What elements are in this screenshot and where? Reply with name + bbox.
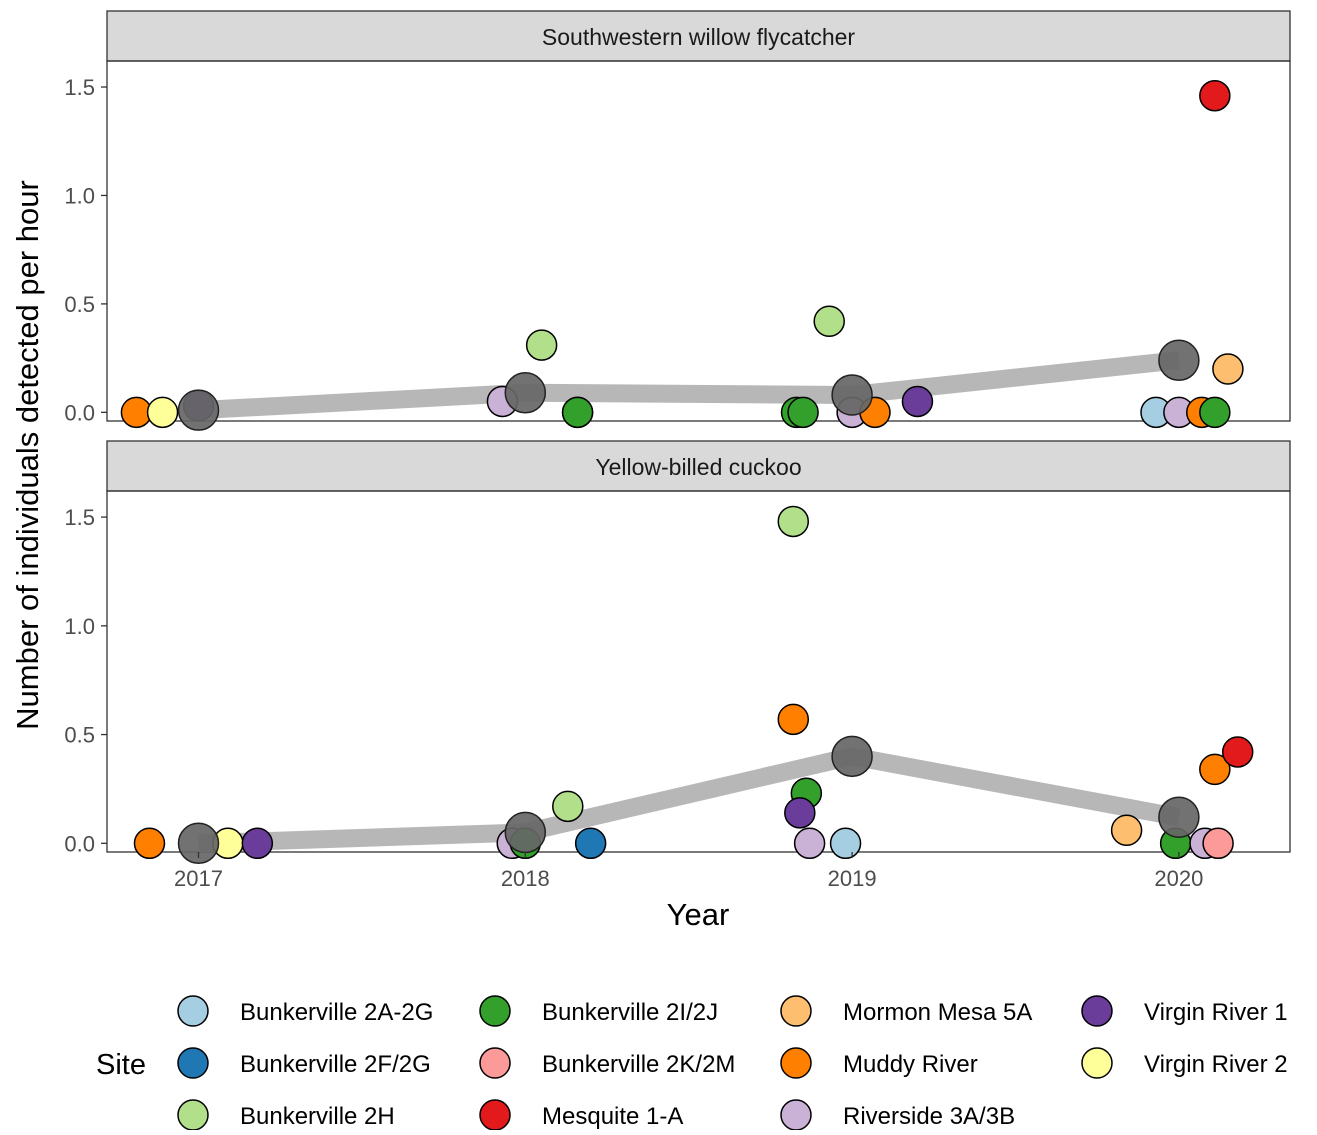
site-point <box>146 396 179 429</box>
legend-key <box>1081 1047 1113 1079</box>
legend-key <box>177 1047 209 1079</box>
y-tick-label: 0.5 <box>64 292 95 317</box>
facet-panel: Southwestern willow flycatcher 0.0 0.5 1.0 1… <box>64 10 1291 431</box>
y-tick-label: 1.0 <box>64 183 95 208</box>
site-point <box>777 505 810 538</box>
site-point <box>241 827 274 860</box>
legend-label: Virgin River 2 <box>1144 1051 1288 1078</box>
facet-strip <box>106 440 1291 492</box>
y-tick-label: 0.0 <box>64 400 95 425</box>
facet-strip <box>106 10 1291 62</box>
site-point <box>793 827 826 860</box>
legend: Bunkerville 2A-2G Bunkerville 2F/2G Bunker… <box>177 995 1288 1131</box>
site-point <box>1221 736 1254 768</box>
site-point <box>787 396 819 429</box>
site-point <box>813 305 845 337</box>
site-point <box>1199 79 1231 112</box>
site-point <box>525 329 558 361</box>
site-point <box>901 385 934 418</box>
legend-label: Bunkerville 2H <box>240 1103 395 1130</box>
y-tick-label: 0.5 <box>64 723 95 748</box>
legend-key <box>479 1047 511 1079</box>
mean-point <box>504 372 547 414</box>
site-point <box>829 827 862 860</box>
site-point <box>133 827 166 860</box>
legend-key <box>177 995 209 1027</box>
legend-label: Riverside 3A/3B <box>843 1103 1015 1130</box>
site-point <box>784 797 816 829</box>
legend-label: Bunkerville 2I/2J <box>542 999 718 1026</box>
mean-point <box>177 389 220 431</box>
mean-point <box>504 811 547 854</box>
legend-label: Bunkerville 2A-2G <box>240 999 433 1026</box>
legend-key <box>177 1099 209 1131</box>
site-point <box>552 790 584 823</box>
x-tick-label: 2017 <box>174 866 223 891</box>
y-tick-label: 1.5 <box>64 75 95 100</box>
site-point <box>574 827 607 860</box>
x-tick-label: 2018 <box>501 866 550 891</box>
legend-label: Mormon Mesa 5A <box>843 999 1032 1026</box>
legend-key <box>780 995 812 1027</box>
site-point <box>1202 827 1234 860</box>
site-point <box>1110 814 1143 847</box>
panel-border <box>106 60 1291 422</box>
facet-title: Southwestern willow flycatcher <box>542 24 856 50</box>
legend-label: Muddy River <box>843 1051 978 1078</box>
legend-key <box>780 1099 812 1131</box>
y-tick-label: 1.5 <box>64 505 95 530</box>
mean-trend-line <box>198 747 1181 853</box>
facet-panel: Yellow-billed cuckoo 0.0 0.5 1.0 1.5 <box>64 440 1291 865</box>
y-tick-label: 1.0 <box>64 614 95 639</box>
mean-point <box>177 822 220 865</box>
x-tick-label: 2019 <box>828 866 877 891</box>
legend-key <box>1081 995 1113 1027</box>
x-axis: 2017 2018 2019 2020 <box>174 852 1203 891</box>
site-point <box>1199 753 1231 786</box>
mean-point <box>831 735 873 778</box>
panel-border <box>106 490 1291 853</box>
site-point <box>561 396 594 429</box>
mean-point <box>1158 339 1200 382</box>
legend-label: Virgin River 1 <box>1144 999 1288 1026</box>
site-point <box>1199 396 1231 429</box>
y-axis-label: Number of individuals detected per hour <box>10 180 45 730</box>
site-point <box>1212 353 1244 385</box>
legend-label: Mesquite 1-A <box>542 1103 683 1130</box>
panels-layer: Southwestern willow flycatcher 0.0 0.5 1.0 1… <box>64 10 1291 865</box>
site-point <box>777 703 810 736</box>
legend-label: Bunkerville 2F/2G <box>240 1051 431 1078</box>
legend-key <box>479 1099 511 1131</box>
legend-key <box>479 995 511 1027</box>
x-tick-label: 2020 <box>1154 866 1203 891</box>
mean-trend-line <box>198 351 1180 420</box>
facet-title: Yellow-billed cuckoo <box>595 454 801 480</box>
legend-title: Site <box>96 1049 146 1081</box>
legend-label: Bunkerville 2K/2M <box>542 1051 735 1078</box>
mean-point <box>1158 796 1200 838</box>
x-axis-label: Year <box>667 897 730 932</box>
y-tick-label: 0.0 <box>64 831 95 856</box>
mean-point <box>831 374 873 416</box>
legend-key <box>780 1047 812 1079</box>
